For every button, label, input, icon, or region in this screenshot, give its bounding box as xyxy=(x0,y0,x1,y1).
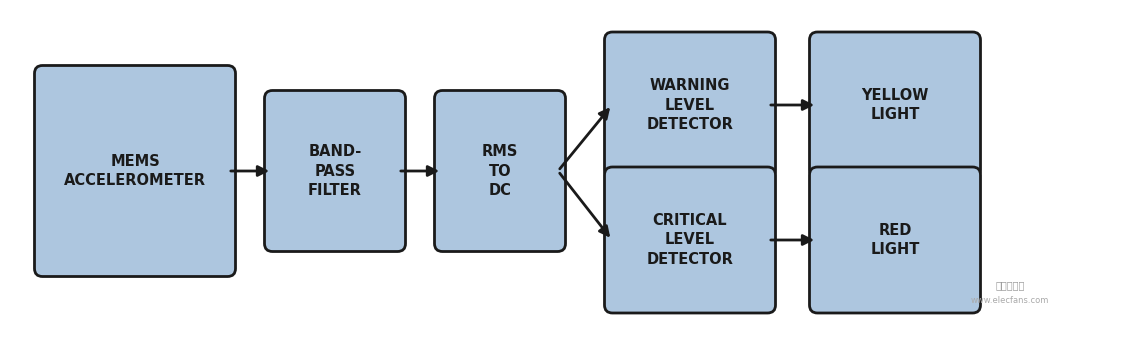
Text: WARNING
LEVEL
DETECTOR: WARNING LEVEL DETECTOR xyxy=(647,78,733,132)
FancyBboxPatch shape xyxy=(35,65,235,277)
Text: 电子发烧友: 电子发烧友 xyxy=(995,280,1025,290)
Text: RMS
TO
DC: RMS TO DC xyxy=(482,144,518,198)
Text: RED
LIGHT: RED LIGHT xyxy=(870,223,919,257)
Text: MEMS
ACCELEROMETER: MEMS ACCELEROMETER xyxy=(64,153,206,188)
Text: BAND-
PASS
FILTER: BAND- PASS FILTER xyxy=(308,144,362,198)
Text: www.elecfans.com: www.elecfans.com xyxy=(971,296,1049,305)
Text: YELLOW
LIGHT: YELLOW LIGHT xyxy=(861,88,928,122)
FancyBboxPatch shape xyxy=(604,167,776,313)
FancyBboxPatch shape xyxy=(809,32,981,178)
FancyBboxPatch shape xyxy=(265,90,406,252)
FancyBboxPatch shape xyxy=(435,90,565,252)
Text: CRITICAL
LEVEL
DETECTOR: CRITICAL LEVEL DETECTOR xyxy=(647,213,733,267)
FancyBboxPatch shape xyxy=(809,167,981,313)
FancyBboxPatch shape xyxy=(604,32,776,178)
